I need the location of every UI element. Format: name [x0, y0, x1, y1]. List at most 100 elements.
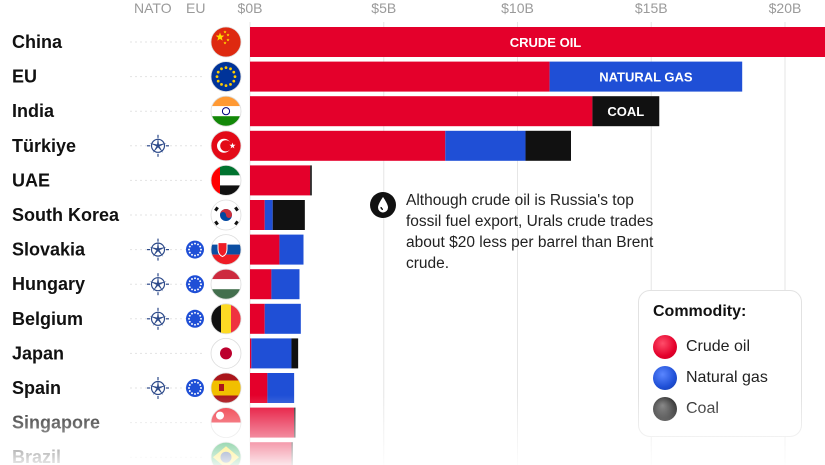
crude-oil-swatch: [653, 334, 677, 359]
bar-segment-crude: [250, 61, 550, 92]
bar-segment-crude: [250, 165, 311, 196]
singapore-flag-icon: [210, 407, 242, 439]
eu-icon: [186, 240, 204, 259]
bar-segment-crude: [250, 96, 593, 127]
chart-row: Japan: [12, 337, 299, 369]
legend-label: Coal: [686, 399, 719, 417]
x-tick-label: $15B: [635, 0, 668, 16]
legend-label: Crude oil: [686, 337, 751, 355]
bar-segment-gas: [267, 373, 295, 403]
bar-segment-crude: [250, 27, 825, 57]
chart-row: Spain: [12, 372, 295, 404]
nato-icon: [147, 273, 169, 296]
nato-icon: [147, 134, 169, 157]
hungary-flag-icon: [210, 268, 242, 300]
bar-segment-crude: [250, 303, 265, 334]
bar-segment-crude: [250, 338, 252, 369]
row-label: UAE: [12, 170, 50, 190]
bar-data-label: NATURAL GAS: [599, 70, 693, 85]
legend: Commodity: Crude oil Natural gas Coal: [638, 290, 802, 437]
nato-column-header: NATO: [134, 0, 172, 16]
india-flag-icon: [210, 95, 242, 127]
bar-segment-gas: [271, 269, 300, 300]
x-tick-label: $10B: [501, 0, 534, 16]
bar-segment-coal: [294, 407, 296, 438]
legend-label: Natural gas: [686, 368, 768, 386]
nato-icon: [147, 238, 169, 261]
eu-icon: [186, 309, 204, 328]
bar-segment-gas: [445, 130, 526, 161]
bar-segment-crude: [250, 407, 295, 438]
row-label: India: [12, 101, 55, 121]
bar-segment-crude: [250, 269, 272, 300]
chart-row: Türkiye: [12, 130, 571, 162]
row-label: South Korea: [12, 205, 120, 225]
bar-segment-crude: [250, 442, 292, 465]
bar-segment-coal: [291, 338, 299, 369]
eu-icon: [186, 379, 204, 397]
bar-segment-coal: [592, 96, 660, 127]
legend-title: Commodity:: [653, 303, 747, 320]
bar-segment-crude: [250, 130, 446, 161]
bar-segment-crude: [250, 373, 268, 403]
eu-flag-icon: [210, 61, 242, 92]
bar-segment-coal: [525, 130, 571, 161]
natural-gas-swatch: [653, 365, 677, 390]
chart-row: Hungary: [12, 268, 300, 300]
bar-segment-crude: [250, 200, 265, 230]
bar-segment-gas: [549, 61, 743, 92]
chart-row: Slovakia: [12, 234, 304, 266]
brazil-flag-icon: [210, 441, 242, 465]
bar-data-label: COAL: [607, 104, 644, 119]
bar-segment-coal: [310, 165, 312, 196]
chart-rows: China CRUDE OIL EU NATURAL GAS India COAL Türk…: [12, 26, 825, 465]
chart-row: China CRUDE OIL: [12, 26, 825, 58]
legend-item-natural-gas: Natural gas: [653, 362, 787, 393]
chart-row: UAE: [12, 164, 312, 196]
china-flag-icon: [210, 26, 242, 58]
uae-flag-icon: [210, 164, 242, 196]
bar-segment-coal: [291, 442, 293, 465]
spain-flag-icon: [210, 372, 242, 404]
bar-segment-coal: [272, 200, 305, 230]
south-korea-flag-icon: [210, 199, 242, 231]
bar-segment-crude: [250, 234, 280, 265]
chart-row: South Korea: [12, 199, 305, 231]
belgium-flag-icon: [210, 303, 242, 335]
nato-icon: [147, 377, 169, 399]
row-label: EU: [12, 67, 37, 87]
row-label: China: [12, 32, 63, 52]
row-label: Belgium: [12, 309, 83, 329]
japan-flag-icon: [210, 337, 242, 369]
row-label: Slovakia: [12, 240, 86, 260]
row-label: Brazil: [12, 447, 61, 465]
bar-segment-gas: [279, 234, 304, 265]
chart-row: Singapore: [12, 407, 296, 439]
x-tick-label: $5B: [371, 0, 396, 16]
bar-segment-gas: [251, 338, 292, 369]
row-label: Türkiye: [12, 136, 76, 156]
chart-row: Brazil: [12, 441, 293, 465]
turkiye-flag-icon: [210, 130, 242, 162]
legend-item-crude-oil: Crude oil: [653, 331, 787, 362]
legend-item-coal: Coal: [653, 393, 787, 424]
annotation: Although crude oil is Russia's top fossi…: [370, 190, 660, 274]
row-label: Japan: [12, 343, 64, 363]
row-label: Singapore: [12, 413, 100, 433]
row-label: Spain: [12, 378, 61, 398]
eu-icon: [186, 275, 204, 294]
slovakia-flag-icon: [210, 234, 242, 266]
eu-column-header: EU: [186, 0, 205, 16]
bar-data-label: CRUDE OIL: [510, 35, 582, 50]
coal-swatch: [653, 396, 677, 421]
x-tick-label: $0B: [238, 0, 263, 16]
nato-icon: [147, 307, 169, 330]
x-tick-label: $20B: [769, 0, 802, 16]
chart-row: India COAL: [12, 95, 660, 127]
chart-row: Belgium: [12, 303, 301, 335]
oil-drop-icon: [370, 192, 396, 218]
chart-row: EU NATURAL GAS: [12, 61, 743, 92]
bar-segment-gas: [264, 303, 301, 334]
